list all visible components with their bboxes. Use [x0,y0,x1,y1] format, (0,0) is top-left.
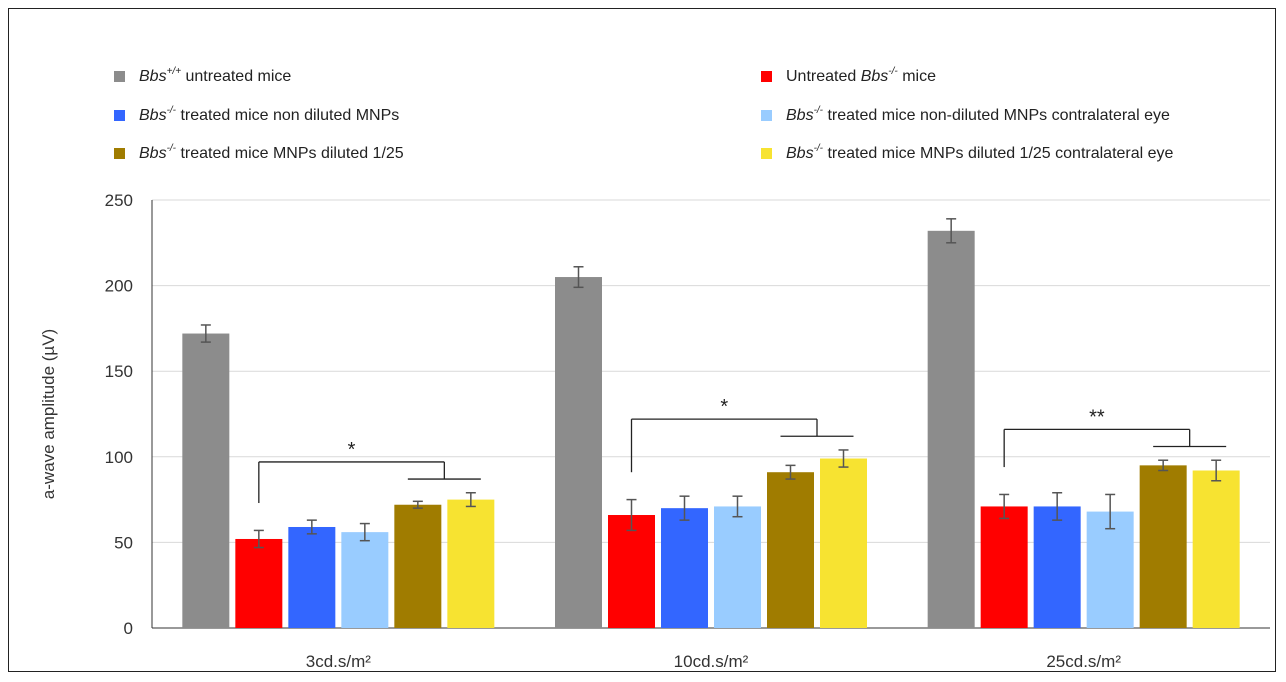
bar [341,532,389,628]
legend-label: Bbs-/- treated mice MNPs diluted 1/25 [139,143,404,162]
bar [661,508,708,628]
legend-item: Bbs+/+ untreated mice [114,66,291,86]
legend-swatch [761,109,772,121]
bar [447,499,495,628]
legend-label: Bbs-/- treated mice non-diluted MNPs con… [786,105,1170,124]
bar [767,472,814,628]
significance-label: * [720,396,728,418]
legend-label: Untreated Bbs-/- mice [786,66,936,85]
bar [714,506,761,628]
x-tick-label: 3cd.s/m² [306,652,372,671]
bar [1139,465,1187,628]
bar [927,230,975,629]
bar [235,538,283,628]
bar [1033,506,1081,628]
legend-swatch [114,109,125,121]
y-tick-label: 250 [105,191,133,210]
significance-label: * [348,439,356,461]
legend-swatch [761,147,772,159]
bar [394,504,442,628]
y-tick-label: 200 [105,277,133,296]
legend-label: Bbs-/- treated mice MNPs diluted 1/25 co… [786,143,1174,162]
significance-label: ** [1089,406,1105,428]
legend-item: Bbs-/- treated mice non diluted MNPs [114,105,399,125]
legend-swatch [114,70,125,82]
bar [820,458,867,628]
bar [182,333,230,628]
y-tick-label: 100 [105,448,133,467]
legend-item: Bbs-/- treated mice non-diluted MNPs con… [761,105,1170,125]
legend-item: Bbs-/- treated mice MNPs diluted 1/25 [114,143,404,163]
legend-swatch [761,70,772,82]
y-tick-label: 50 [114,533,133,552]
y-tick-label: 0 [124,619,133,638]
legend-label: Bbs-/- treated mice non diluted MNPs [139,105,400,124]
bar [288,526,336,628]
bar [555,277,602,628]
y-tick-label: 150 [105,362,133,381]
bar [1192,470,1240,628]
y-axis-label: a-wave amplitude (µV) [39,329,58,499]
legend-label: Bbs+/+ untreated mice [139,66,292,85]
legend-item: Bbs-/- treated mice MNPs diluted 1/25 co… [761,143,1173,163]
legend-item: Untreated Bbs-/- mice [761,66,936,86]
bar [1086,511,1134,628]
legend-swatch [114,147,125,159]
x-tick-label: 25cd.s/m² [1046,652,1121,671]
bar [980,506,1028,628]
x-tick-label: 10cd.s/m² [674,652,749,671]
bar [608,515,655,628]
